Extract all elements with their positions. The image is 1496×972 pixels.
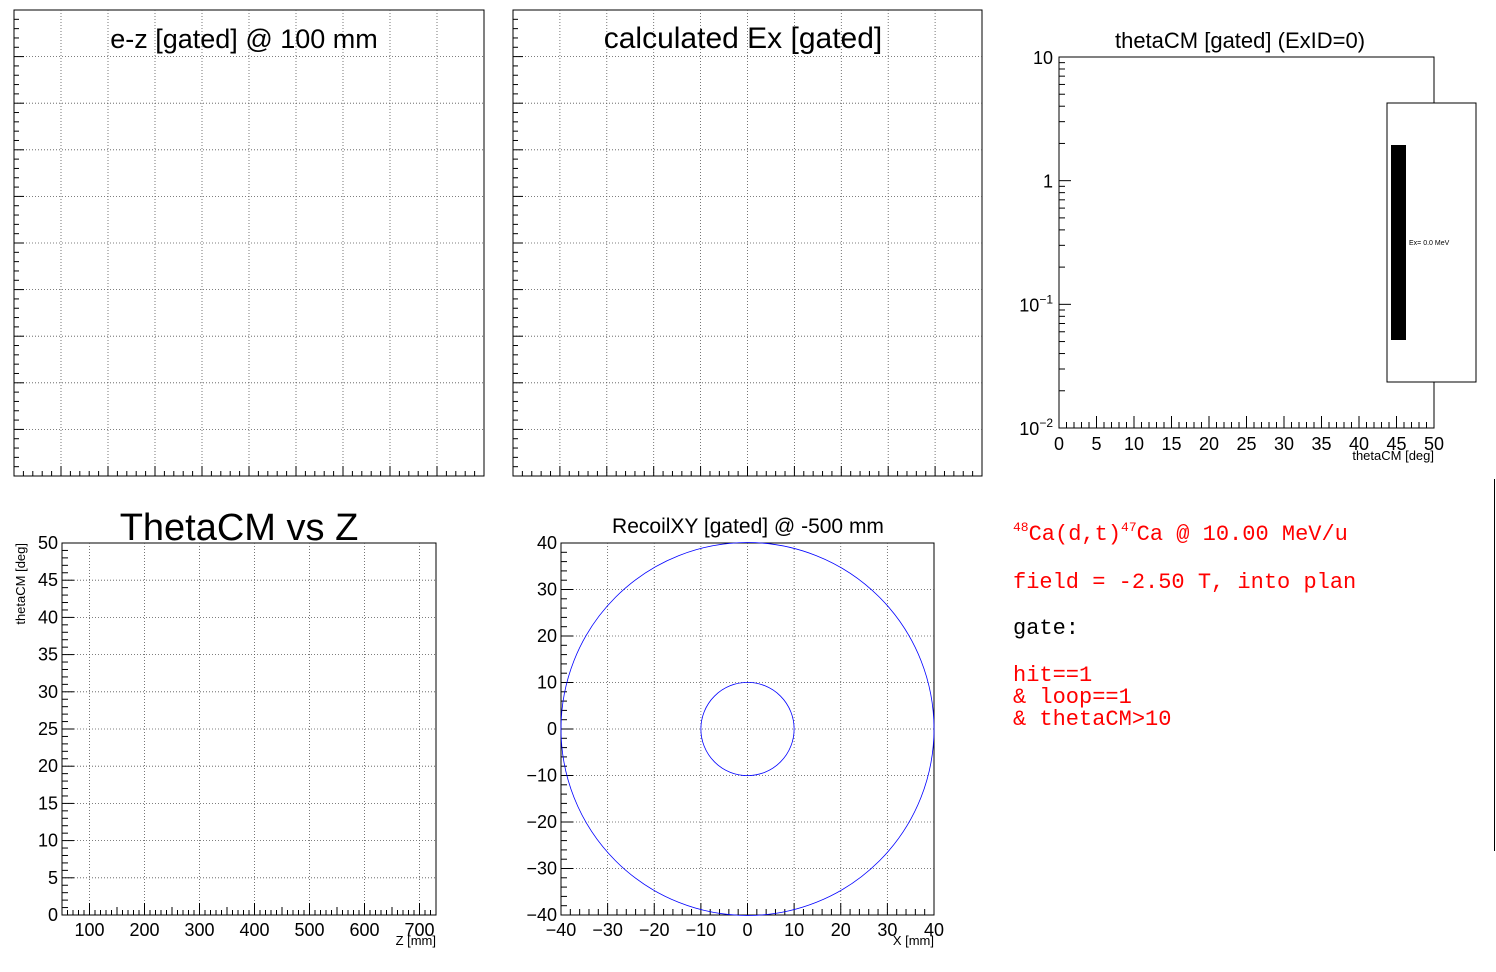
chart-title: thetaCM [gated] (ExID=0): [1115, 28, 1365, 53]
circle-0: [560, 542, 935, 916]
x-tick-label: 10: [784, 920, 804, 940]
y-tick-exponent: −1: [1039, 292, 1053, 306]
x-tick-label: 35: [1311, 434, 1331, 454]
pad-thetacm-vs-z: ThetaCM vs Z 100 200 300 400 500 600 700 0 5 10 15 2…: [13, 507, 437, 948]
y-axis-label: thetaCM [deg]: [13, 543, 28, 625]
x-tick-label: 5: [1091, 434, 1101, 454]
y-tick-base: 1: [1043, 172, 1053, 192]
legend-swatch: [1391, 145, 1406, 340]
legend-entry: Ex= 0.0 MeV: [1409, 240, 1450, 247]
side-divider: [1494, 479, 1495, 851]
y-tick-label: 50: [38, 533, 58, 553]
y-tick-label: 45: [38, 570, 58, 590]
pad-ez: e-z [gated] @ 100 mm: [13, 9, 485, 477]
x-tick-label: 50: [1424, 434, 1444, 454]
y-tick-label: 5: [48, 868, 58, 888]
reaction-n1: Ca(d,t): [1028, 522, 1122, 547]
reaction-label: 48Ca(d,t)47Ca @ 10.00 MeV/u: [1013, 521, 1348, 547]
y-tick-label: 30: [38, 682, 58, 702]
x-tick-label: 0: [742, 920, 752, 940]
y-tick-label: 40: [38, 607, 58, 627]
plot-frame: [1058, 56, 1435, 429]
y-tick-base: 10: [1019, 419, 1039, 439]
x-tick-label: 600: [349, 920, 379, 940]
y-tick-exponent: −2: [1039, 416, 1053, 430]
y-tick-label: 20: [38, 756, 58, 776]
y-tick-label: 10: [1033, 48, 1053, 68]
y-tick-label: 15: [38, 793, 58, 813]
y-tick-base: 10: [1033, 48, 1053, 68]
y-tick-label: 20: [537, 626, 557, 646]
reaction-a2: 47: [1121, 520, 1137, 535]
pad-thetacm: thetaCM [gated] (ExID=0) 0 5 10 15 20 25 30 35 40…: [1019, 28, 1477, 463]
chart-title: ThetaCM vs Z: [120, 507, 359, 549]
y-tick-base: 10: [1019, 295, 1039, 315]
x-tick-label: 200: [129, 920, 159, 940]
y-tick-label: 10−2: [1019, 416, 1053, 439]
chart-title: e-z [gated] @ 100 mm: [110, 24, 378, 54]
pad-recoil-xy: RecoilXY [gated] @ -500 mm −40 −30 −20 −10 0 1…: [526, 515, 944, 948]
y-tick-label: −10: [526, 766, 557, 786]
y-tick-label: 30: [537, 580, 557, 600]
x-tick-label: 400: [239, 920, 269, 940]
x-tick-label: −40: [546, 920, 577, 940]
x-tick-label: 100: [74, 920, 104, 940]
x-tick-label: −20: [639, 920, 670, 940]
field-label: field = -2.50 T, into plan: [1013, 570, 1357, 595]
y-tick-label: −40: [526, 905, 557, 925]
x-tick-label: 25: [1236, 434, 1256, 454]
legend: Ex= 0.0 MeV: [1386, 102, 1477, 383]
x-axis-label: Z [mm]: [396, 933, 436, 948]
y-tick-label: 10: [38, 831, 58, 851]
reaction-a1: 48: [1013, 520, 1029, 535]
y-tick-label: −20: [526, 812, 557, 832]
x-tick-label: 20: [1199, 434, 1219, 454]
x-tick-label: 700: [404, 920, 434, 940]
x-axis-label: thetaCM [deg]: [1352, 448, 1434, 463]
x-tick-label: 45: [1386, 434, 1406, 454]
x-tick-label: 15: [1161, 434, 1181, 454]
gate-label: gate:: [1013, 616, 1080, 641]
gate-line-3: & thetaCM>10: [1013, 707, 1172, 732]
x-tick-label: 30: [877, 920, 897, 940]
circle-1: [700, 681, 795, 777]
x-tick-label: 40: [924, 920, 944, 940]
x-tick-label: 20: [831, 920, 851, 940]
chart-title: RecoilXY [gated] @ -500 mm: [612, 515, 884, 538]
chart-title: calculated Ex [gated]: [604, 22, 883, 55]
y-tick-label: 25: [38, 719, 58, 739]
x-tick-label: −30: [592, 920, 623, 940]
y-tick-label: 10−1: [1019, 292, 1053, 315]
y-tick-label: 0: [48, 905, 58, 925]
x-tick-label: 0: [1054, 434, 1064, 454]
y-tick-label: 10: [537, 673, 557, 693]
gate-line-2: & loop==1: [1013, 685, 1132, 710]
reaction-n2: Ca @ 10.00 MeV/u: [1136, 522, 1348, 547]
x-tick-label: −10: [686, 920, 717, 940]
x-axis-label: X [mm]: [893, 933, 934, 948]
x-tick-label: 300: [184, 920, 214, 940]
gate-line-1: hit==1: [1013, 663, 1093, 688]
x-tick-label: 10: [1124, 434, 1144, 454]
y-tick-label: 0: [547, 719, 557, 739]
x-tick-label: 40: [1349, 434, 1369, 454]
y-tick-label: −30: [526, 859, 557, 879]
x-tick-label: 500: [294, 920, 324, 940]
x-tick-label: 30: [1274, 434, 1294, 454]
y-tick-label: 1: [1043, 172, 1053, 192]
y-tick-label: 40: [537, 533, 557, 553]
pad-ex: calculated Ex [gated]: [512, 9, 983, 477]
y-tick-label: 35: [38, 645, 58, 665]
